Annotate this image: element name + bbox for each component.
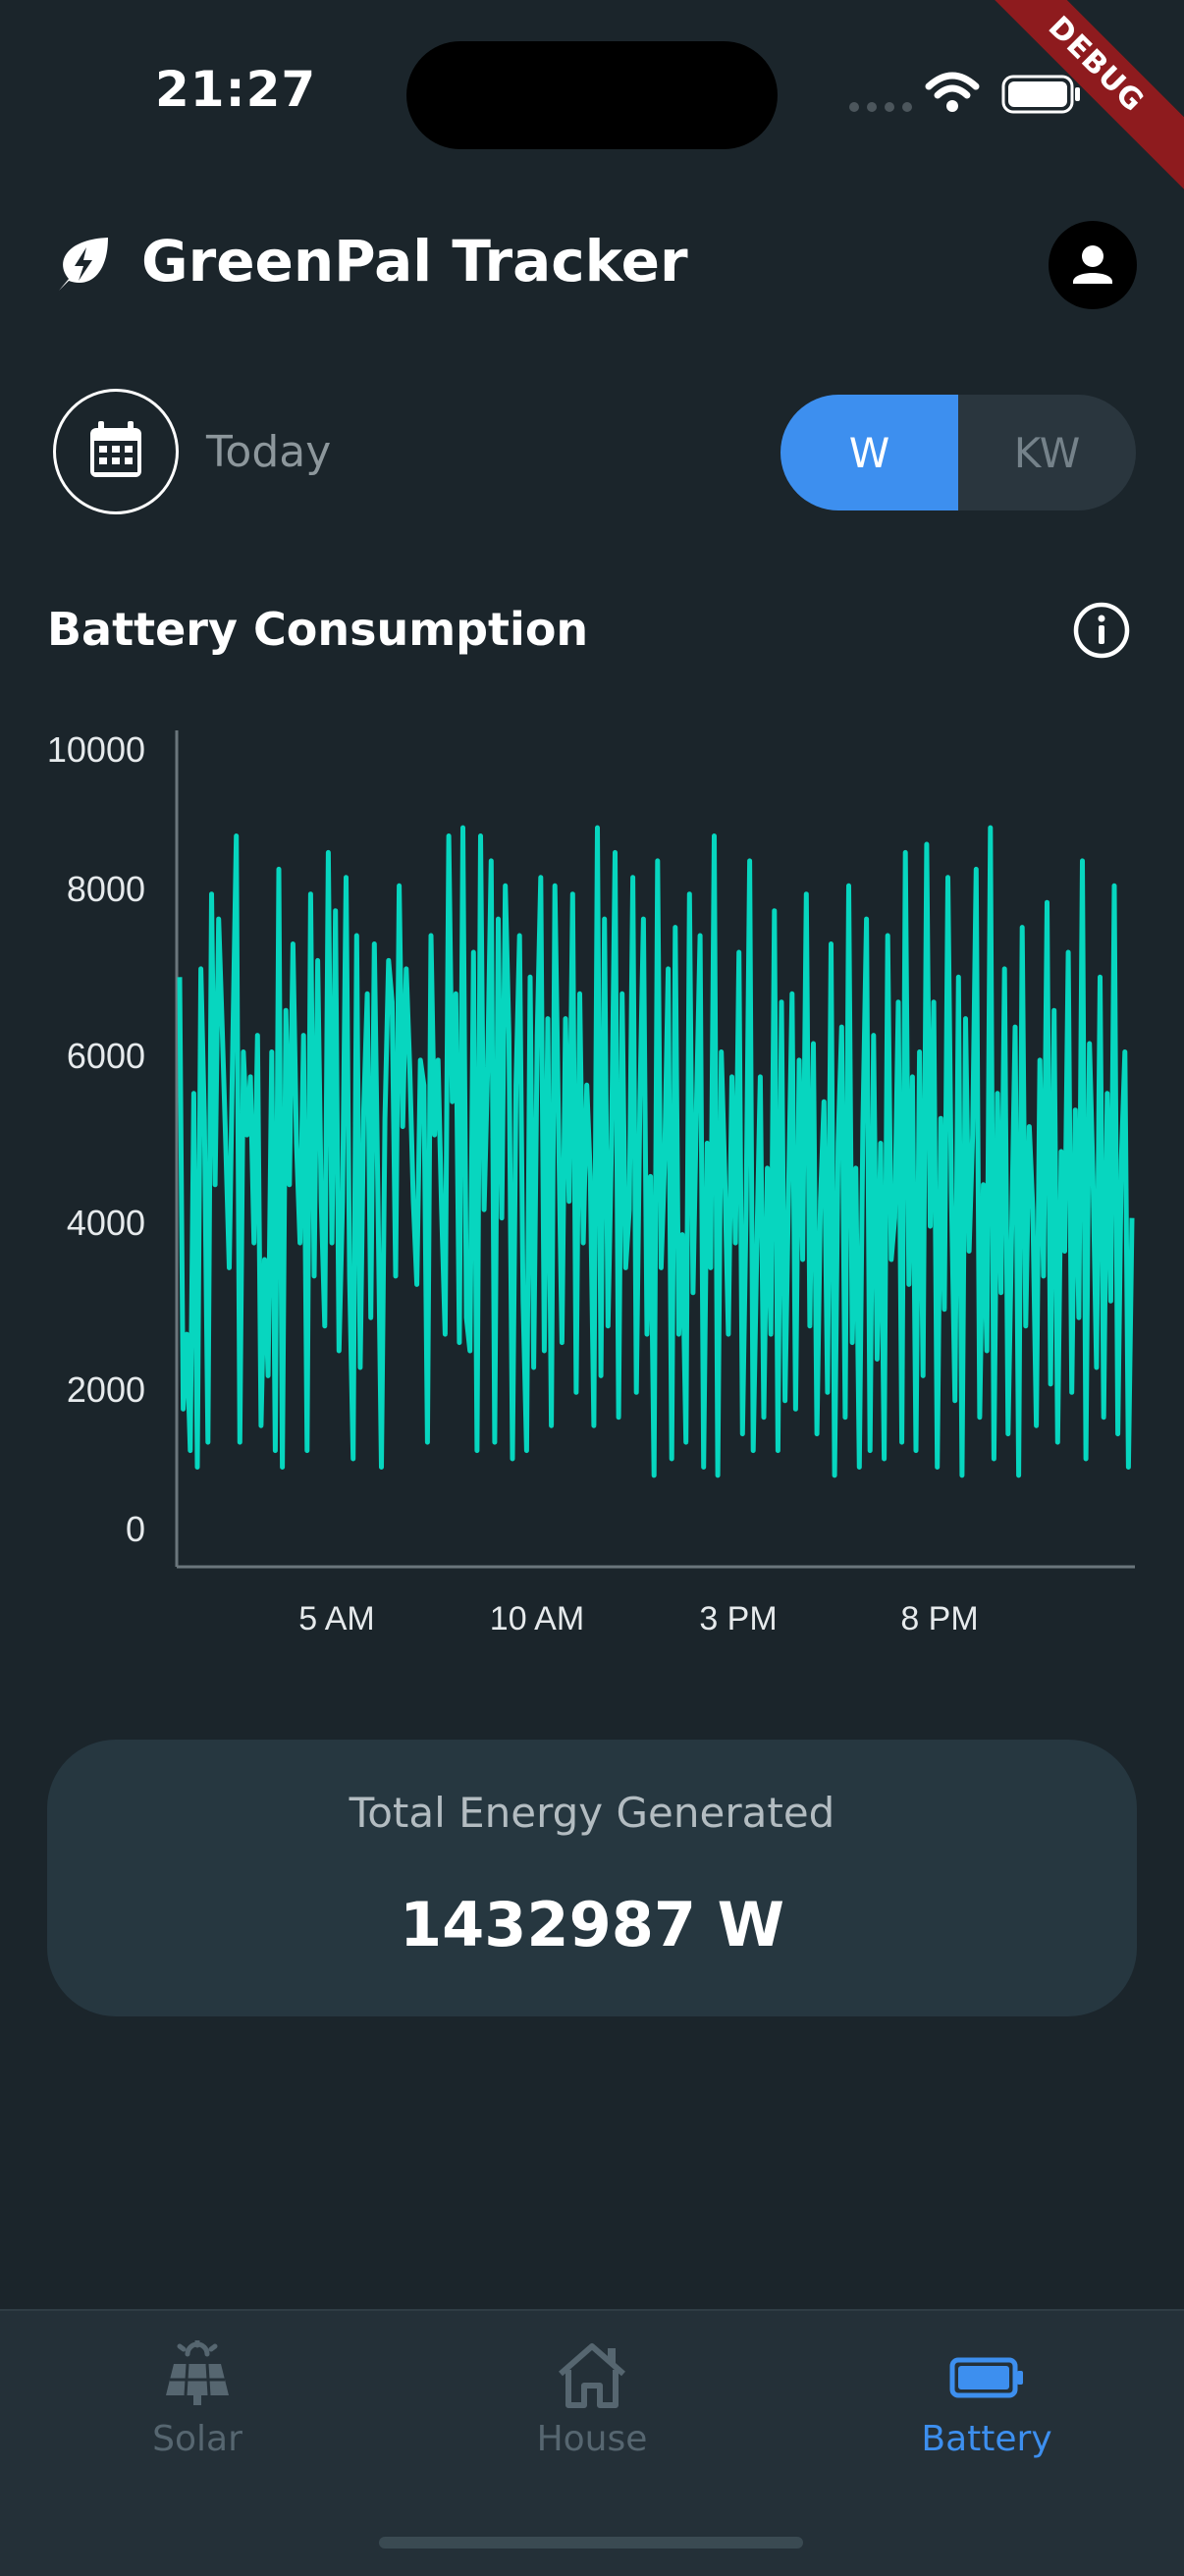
x-tick-label: 3 PM [699,1600,777,1637]
y-tick-label: 6000 [67,1036,145,1076]
y-tick-label: 10000 [47,729,145,770]
info-icon[interactable] [1072,601,1131,660]
x-tick-label: 10 AM [490,1600,584,1637]
total-energy-value: 1432987 W [400,1889,784,1960]
nav-label-house: House [536,2419,648,2459]
nav-item-battery[interactable]: Battery [789,2340,1184,2459]
app-title: GreenPal Tracker [141,228,688,295]
battery-icon [949,2357,1023,2398]
y-tick-label: 4000 [67,1203,145,1243]
unit-option-w[interactable]: W [780,395,958,510]
nav-item-solar[interactable]: Solar [0,2338,395,2459]
wifi-icon [925,72,980,112]
nav-item-house[interactable]: House [395,2340,789,2459]
profile-button[interactable] [1049,221,1137,309]
status-time: 21:27 [155,61,317,118]
section-title: Battery Consumption [47,603,589,656]
cellular-signal-icon [849,102,912,112]
nav-label-battery: Battery [921,2419,1052,2459]
person-icon [1073,245,1112,284]
y-tick-label: 8000 [67,869,145,909]
nav-label-solar: Solar [152,2419,242,2459]
y-tick-label: 0 [126,1509,145,1549]
house-icon [559,2343,625,2408]
y-tick-label: 2000 [67,1369,145,1410]
solar-panel-icon [166,2338,229,2405]
unit-toggle[interactable]: W KW [780,395,1136,510]
x-tick-label: 5 AM [298,1600,374,1637]
date-label[interactable]: Today [206,427,332,477]
total-energy-card: Total Energy Generated 1432987 W [47,1740,1137,2016]
battery-consumption-chart: 10000 8000 6000 4000 2000 0 5 AM 10 AM 3 PM 8 PM [47,729,1135,1637]
unit-option-kw[interactable]: KW [958,395,1136,510]
x-tick-label: 8 PM [900,1600,978,1637]
calendar-button[interactable] [53,389,179,514]
series-line [177,825,1135,1478]
total-energy-label: Total Energy Generated [349,1789,835,1837]
battery-status-icon [1001,75,1080,114]
bottom-nav: Solar House Battery [0,2309,1184,2576]
calendar-icon [90,421,141,477]
home-indicator [379,2537,803,2549]
leaf-bolt-icon [59,238,108,291]
dynamic-island [406,41,778,149]
